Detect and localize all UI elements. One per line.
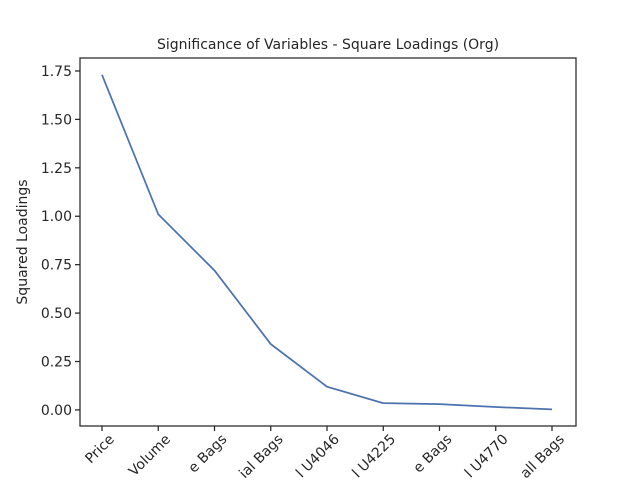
y-tick-label: 0.50 [41,306,72,322]
y-tick-label: 0.00 [41,403,72,419]
y-tick-label: 0.25 [41,355,72,371]
line [101,74,553,411]
y-tick-label: 1.75 [41,64,72,80]
y-tick-label: 0.75 [41,258,72,274]
y-tick-label: 1.50 [41,112,72,128]
y-axis-label: Squared Loadings [15,179,31,304]
y-tick-label: 1.00 [41,209,72,225]
chart-title: Significance of Variables - Square Loadi… [157,37,499,53]
axes-frame [79,57,577,427]
y-tick-label: 1.25 [41,161,72,177]
